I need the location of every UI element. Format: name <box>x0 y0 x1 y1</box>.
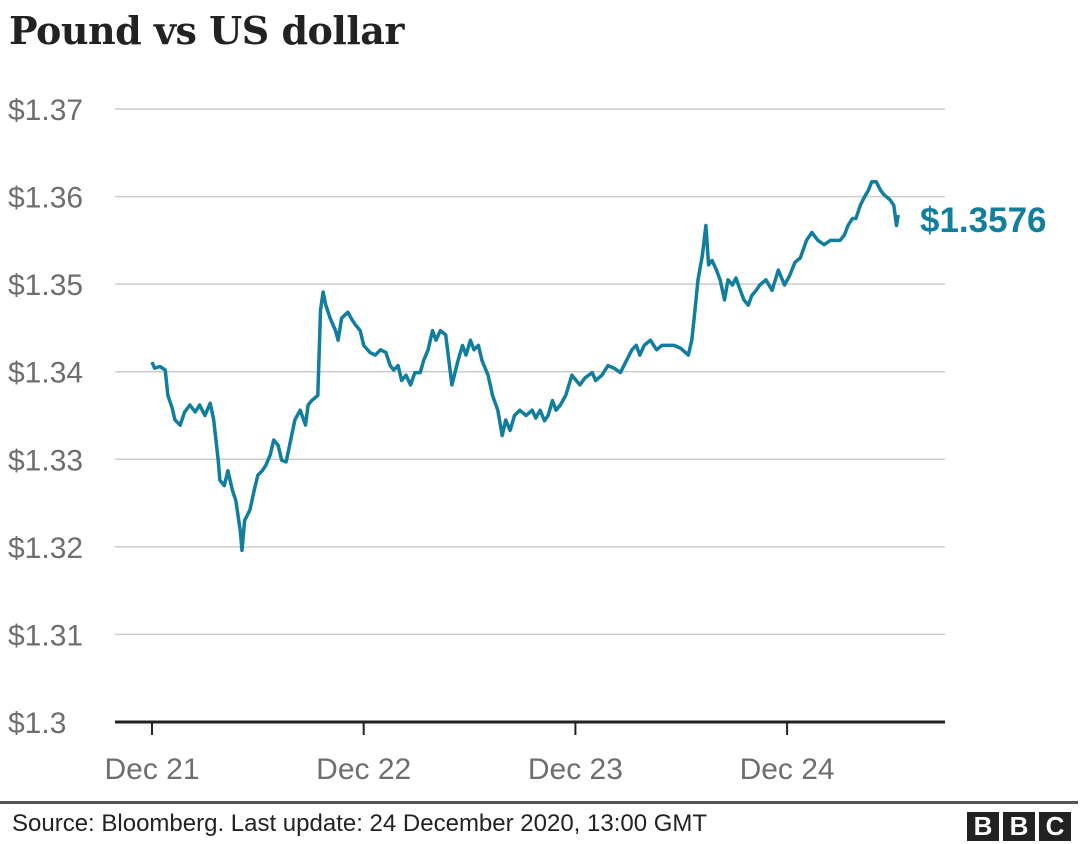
bbc-logo: B B C <box>967 812 1071 841</box>
bbc-logo-block: B <box>1003 812 1035 841</box>
latest-value-label: $1.3576 <box>920 201 1047 240</box>
chart-title: Pound vs US dollar <box>9 8 404 53</box>
y-tick-label: $1.36 <box>8 182 83 215</box>
x-tick-label: Dec 23 <box>528 753 623 786</box>
source-note: Source: Bloomberg. Last update: 24 Decem… <box>12 810 708 837</box>
series-line-gbp-usd <box>150 179 900 553</box>
y-axis-ticks: $1.37 $1.36 $1.35 $1.34 $1.33 $1.32 $1.31 $1.3 <box>8 94 83 740</box>
x-tick-label: Dec 24 <box>740 753 835 786</box>
footer-divider <box>0 801 1078 804</box>
y-tick-label: $1.31 <box>8 619 83 652</box>
x-axis-ticks: Dec 21 Dec 22 Dec 23 Dec 24 <box>104 722 835 786</box>
line-chart: $1.37$1.36$1.35$1.34$1.33$1.32$1.31$1.3 … <box>8 94 1047 786</box>
y-tick-label: $1.34 <box>8 357 83 390</box>
y-tick-label: $1.33 <box>8 444 83 477</box>
x-tick-label: Dec 22 <box>316 753 411 786</box>
bbc-logo-block: B <box>967 812 999 841</box>
y-tick-label: $1.37 <box>8 94 83 127</box>
x-tick-label: Dec 21 <box>104 753 199 786</box>
y-tick-label: $1.32 <box>8 532 83 565</box>
bbc-logo-block: C <box>1039 812 1071 841</box>
y-tick-label: $1.35 <box>8 269 83 302</box>
y-tick-label: $1.3 <box>8 707 66 740</box>
gridlines <box>115 108 945 724</box>
